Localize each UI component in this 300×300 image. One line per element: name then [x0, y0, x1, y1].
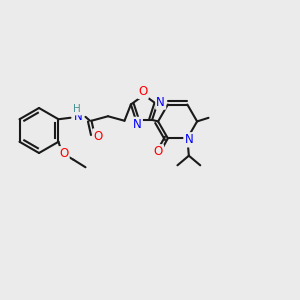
Text: N: N: [184, 133, 193, 146]
Text: N: N: [133, 118, 142, 131]
Text: O: O: [139, 85, 148, 98]
Text: O: O: [154, 145, 163, 158]
Text: O: O: [59, 147, 68, 160]
Text: H: H: [73, 104, 81, 114]
Text: N: N: [74, 110, 82, 123]
Text: O: O: [94, 130, 103, 142]
Text: N: N: [156, 96, 165, 109]
